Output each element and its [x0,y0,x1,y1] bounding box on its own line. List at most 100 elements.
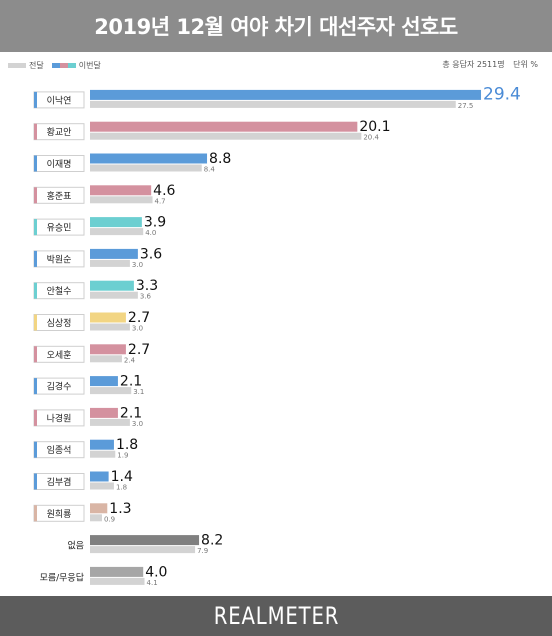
previous-bar [90,577,145,585]
previous-value-label: 4.1 [147,579,158,587]
previous-bar [90,546,196,554]
candidate-label-accent [34,505,37,522]
candidate-name: 안철수 [47,286,72,297]
previous-value-label: 7.9 [197,547,208,555]
candidate-name: 임종석 [47,444,72,456]
previous-bar [90,259,130,267]
candidate-label-accent [34,473,37,490]
current-bar [90,121,358,132]
previous-value-label: 1.8 [116,484,127,492]
current-bar [90,217,142,228]
previous-bar [90,355,122,363]
previous-bar [90,387,132,395]
candidate-name: 이재명 [47,159,72,170]
current-value-label: 2.1 [120,374,142,390]
previous-bar [90,100,456,108]
legend-current-swatch [51,63,76,68]
candidate-label-accent [34,441,37,458]
candidate-name: 유승민 [47,223,72,234]
current-bar [90,471,109,482]
current-bar [90,153,208,164]
current-value-label: 2.7 [128,342,150,358]
previous-value-label: 1.9 [117,452,128,460]
candidate-label-accent [34,346,37,363]
legend-previous-label: 전달 [29,61,44,70]
current-bar [90,280,134,291]
candidate-label-accent [34,155,37,172]
previous-value-label: 20.4 [363,134,379,142]
candidate-name: 박원순 [47,254,72,265]
candidate-label-accent [34,219,37,236]
current-bar [90,312,126,323]
previous-bar [90,291,138,299]
candidate-name: 오세훈 [47,349,72,361]
current-value-label: 2.7 [128,310,150,326]
previous-value-label: 3.6 [140,293,152,301]
legend-previous-swatch [8,63,26,68]
current-bar [90,89,482,100]
current-value-label: 1.4 [111,469,133,485]
legend-bar: 전달 이번달 총 응답자 2511명 단위 % [0,52,552,74]
current-bar [90,185,152,196]
previous-value-label: 3.1 [133,388,144,396]
candidate-name: 김부겸 [47,476,72,488]
candidate-label-accent [34,409,37,426]
current-bar [90,407,118,418]
current-bar [90,439,114,450]
current-value-label: 29.4 [483,84,521,104]
sample-size: 총 응답자 2511명 [442,60,505,69]
previous-value-label: 0.9 [104,515,115,523]
previous-bar [90,164,202,172]
current-bar [90,566,144,577]
current-bar [90,344,126,355]
candidate-name: 원희룡 [47,508,72,520]
previous-bar [90,450,116,458]
previous-value-label: 4.0 [145,229,156,237]
candidate-label-accent [34,250,37,267]
candidate-label-accent [34,123,37,140]
candidate-name: 이낙연 [47,95,72,106]
current-value-label: 8.2 [201,533,223,549]
candidate-label-accent [34,314,37,331]
previous-bar [90,482,114,490]
candidate-label-accent [34,378,37,395]
current-value-label: 3.9 [144,215,166,231]
candidate-name: 김경수 [47,381,72,393]
candidate-name: 황교안 [47,127,72,138]
candidate-label-accent [34,282,37,299]
current-value-label: 3.3 [136,278,158,294]
previous-bar [90,132,362,140]
previous-value-label: 3.0 [132,325,143,333]
legend: 전달 이번달 [8,60,101,71]
previous-value-label: 2.4 [124,356,136,364]
realmeter-logo: REALMETER [213,602,339,630]
candidate-label-accent [34,187,37,204]
previous-bar [90,514,102,522]
chart-title: 2019년 12월 여야 차기 대선주자 선호도 [94,15,458,39]
current-value-label: 20.1 [359,119,390,135]
header: 2019년 12월 여야 차기 대선주자 선호도 [0,0,552,52]
previous-value-label: 8.4 [204,166,216,174]
previous-value-label: 4.7 [155,197,166,205]
current-bar [90,535,200,546]
current-value-label: 2.1 [120,405,142,421]
previous-bar [90,196,153,204]
chart-note: 총 응답자 2511명 단위 % [436,59,538,70]
candidate-name: 홍준표 [47,190,72,202]
candidate-name: 나경원 [47,412,72,424]
current-value-label: 1.3 [109,501,131,517]
current-bar [90,376,118,387]
footer: REALMETER [0,596,552,636]
previous-bar [90,418,130,426]
bar-chart: 이낙연 29.4 27.5 황교안 20.120.4 이재명 8.88.4 홍준표 4.64.7… [33,84,521,587]
unit-note: 단위 % [513,60,538,69]
candidate-label-accent [34,91,37,108]
category-name: 모름/무응답 [40,571,84,583]
legend-current-label: 이번달 [78,61,101,70]
current-value-label: 1.8 [116,437,138,453]
previous-bar [90,323,130,331]
current-value-label: 8.8 [209,151,231,167]
current-value-label: 4.0 [145,564,167,580]
candidate-name: 심상정 [47,318,72,329]
previous-value-label: 3.0 [132,261,143,269]
